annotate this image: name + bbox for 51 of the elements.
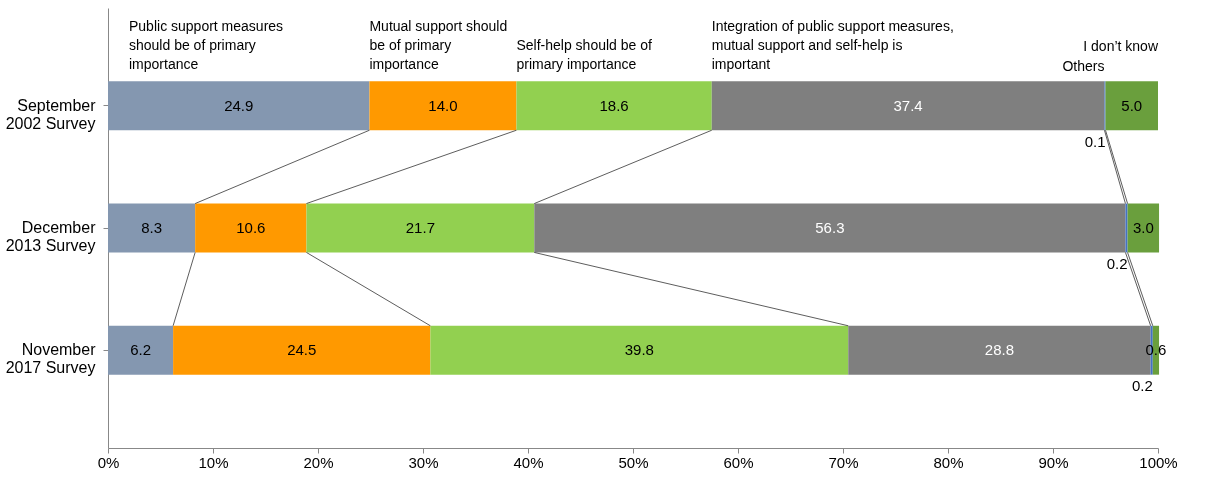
data-label: 18.6	[599, 96, 629, 114]
data-label: 0.6	[1145, 341, 1167, 359]
data-label: 28.8	[984, 341, 1015, 359]
data-label: 39.8	[624, 341, 654, 359]
x-tick-label: 80%	[933, 453, 964, 471]
data-label: 56.3	[815, 219, 845, 236]
x-tick-label: 70%	[828, 453, 859, 471]
x-tick-label: 60%	[723, 453, 754, 471]
data-label: 24.5	[287, 341, 317, 359]
data-label: 5.0	[1121, 96, 1143, 114]
bar	[195, 203, 307, 253]
data-label: 3.0	[1132, 219, 1154, 236]
bar	[534, 203, 1126, 253]
bar	[108, 203, 196, 253]
y-tick-label: November 2017 Survey	[5, 341, 97, 377]
x-tick-label: 40%	[513, 453, 544, 471]
x-tick-label: 10%	[198, 453, 229, 471]
data-label: 24.9	[224, 96, 254, 114]
bar	[516, 81, 712, 131]
data-label: 0.2	[1106, 255, 1128, 272]
series-label: Mutual support should be of primary importance	[369, 17, 508, 72]
series-label: Others	[1062, 57, 1105, 74]
data-label: 37.4	[893, 96, 923, 114]
bar	[1125, 203, 1128, 253]
data-label: 0.2	[1131, 377, 1153, 395]
data-label: 0.1	[1084, 132, 1106, 150]
bar	[108, 81, 370, 131]
series-label: Public support measures should be of primary importance	[129, 17, 284, 72]
x-tick-label: 50%	[618, 453, 649, 471]
x-tick-label: 90%	[1038, 453, 1069, 471]
bar	[306, 203, 535, 253]
bar	[1105, 81, 1158, 131]
x-tick-label: 30%	[408, 453, 439, 471]
x-tick-label: 20%	[303, 453, 334, 471]
y-tick-label: September 2002 Survey	[5, 96, 97, 132]
series-label: Self-help should be of primary importance	[516, 36, 652, 72]
data-label: 10.6	[236, 219, 266, 236]
x-tick-label: 0%	[97, 453, 120, 471]
y-tick-label: December 2013 Survey	[5, 219, 97, 254]
bar	[369, 81, 517, 131]
series-label: I don’t know	[1083, 37, 1159, 54]
data-label: 14.0	[428, 96, 458, 114]
data-label: 21.7	[405, 219, 435, 236]
bar	[173, 325, 431, 375]
series-label: Integration of public support measures, mutual support and self-help is important	[711, 17, 954, 72]
data-label: 8.3	[141, 219, 162, 236]
bar	[430, 325, 849, 375]
data-label: 6.2	[130, 341, 151, 359]
bar	[711, 81, 1105, 131]
bar	[108, 325, 174, 375]
x-tick-label: 100%	[1139, 453, 1178, 471]
